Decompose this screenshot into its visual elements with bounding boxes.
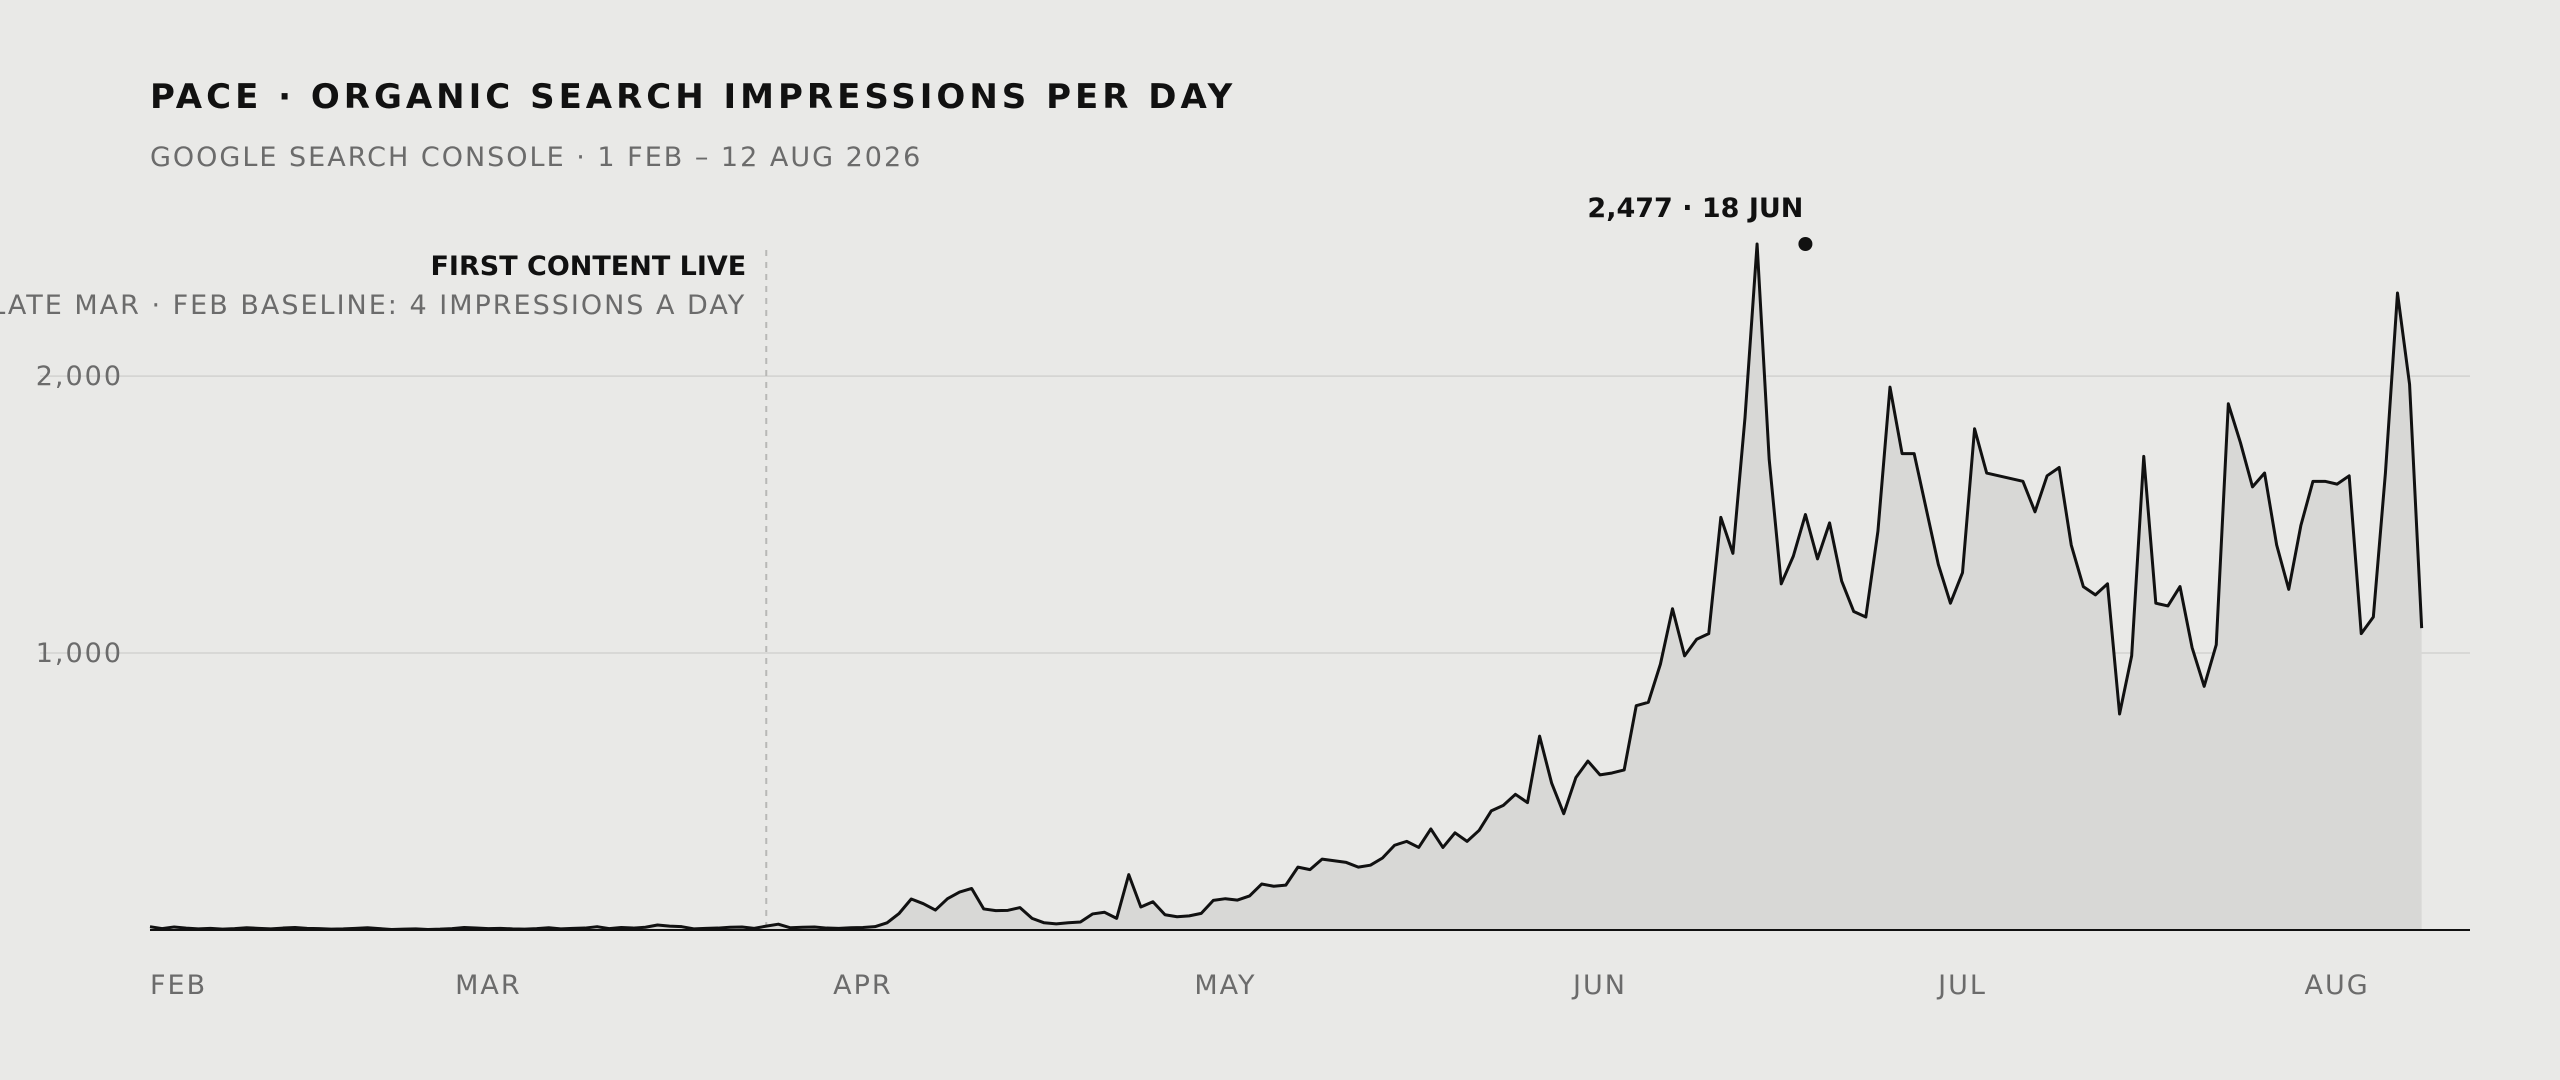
event-title: FIRST CONTENT LIVE	[430, 251, 746, 282]
event-annotation: FIRST CONTENT LIVE LATE MAR · FEB BASELI…	[0, 250, 768, 930]
x-axis-ticks: FEB MAR APR MAY JUN JUL AUG	[150, 970, 2370, 1001]
chart-subtitle: GOOGLE SEARCH CONSOLE · 1 FEB – 12 AUG 2…	[150, 142, 922, 173]
impressions-area	[150, 244, 2422, 930]
peak-marker	[1798, 237, 1813, 251]
x-tick-label: MAY	[1194, 970, 1256, 1001]
x-tick-label: MAR	[455, 970, 522, 1001]
y-axis-ticks: 1,000 2,000	[36, 361, 123, 669]
x-tick-label: JUN	[1571, 970, 1627, 1001]
x-tick-label: AUG	[2305, 970, 2370, 1001]
chart-title: PACE · ORGANIC SEARCH IMPRESSIONS PER DA…	[150, 77, 1236, 117]
peak-label: 2,477 · 18 JUN	[1587, 193, 1803, 224]
x-tick-label: FEB	[150, 970, 207, 1001]
x-tick-label: JUL	[1936, 970, 1987, 1001]
x-tick-label: APR	[833, 970, 893, 1001]
y-tick-label: 2,000	[36, 361, 123, 392]
event-subtitle: LATE MAR · FEB BASELINE: 4 IMPRESSIONS A…	[0, 290, 746, 321]
impressions-line	[149, 242, 2424, 931]
y-tick-label: 1,000	[36, 638, 123, 669]
